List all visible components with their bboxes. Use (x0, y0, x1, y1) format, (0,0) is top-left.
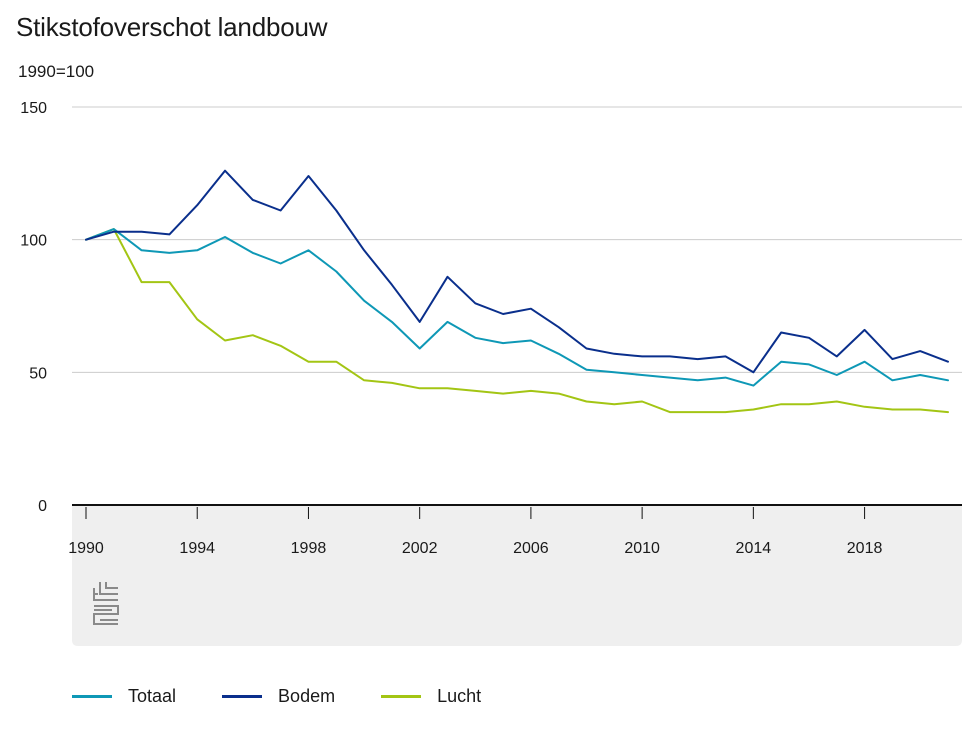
x-tick-label-2002: 2002 (402, 540, 438, 557)
y-axis-unit-label: 1990=100 (18, 62, 95, 81)
legend-item-totaal: Totaal (72, 686, 176, 707)
chart-title: Stikstofoverschot landbouw (16, 12, 328, 42)
legend-swatch-lucht (381, 695, 422, 698)
x-tick-label-1998: 1998 (291, 540, 327, 557)
y-tick-label-0: 0 (38, 498, 47, 515)
y-tick-label-50: 50 (29, 365, 47, 382)
legend-item-bodem: Bodem (222, 686, 335, 707)
series-line-bodem (85, 169, 949, 374)
cbs-logo-icon (93, 582, 119, 625)
y-tick-label-150: 150 (20, 100, 47, 117)
x-tick-label-1994: 1994 (179, 540, 215, 557)
chart-legend: Totaal Bodem Lucht (72, 686, 527, 707)
x-axis-panel (72, 505, 962, 646)
x-tick-label-2010: 2010 (624, 540, 660, 557)
series-line-totaal (85, 228, 949, 387)
legend-label-lucht: Lucht (437, 686, 482, 706)
y-tick-label-100: 100 (20, 233, 47, 250)
legend-label-totaal: Totaal (128, 686, 177, 706)
legend-swatch-bodem (222, 695, 263, 698)
series-line-lucht (85, 228, 949, 414)
legend-label-bodem: Bodem (278, 686, 336, 706)
legend-item-lucht: Lucht (381, 686, 481, 707)
x-tick-label-2014: 2014 (736, 540, 772, 557)
x-tick-label-2006: 2006 (513, 540, 549, 557)
x-tick-label-1990: 1990 (68, 540, 104, 557)
x-tick-label-2018: 2018 (847, 540, 883, 557)
legend-swatch-totaal (72, 695, 112, 698)
